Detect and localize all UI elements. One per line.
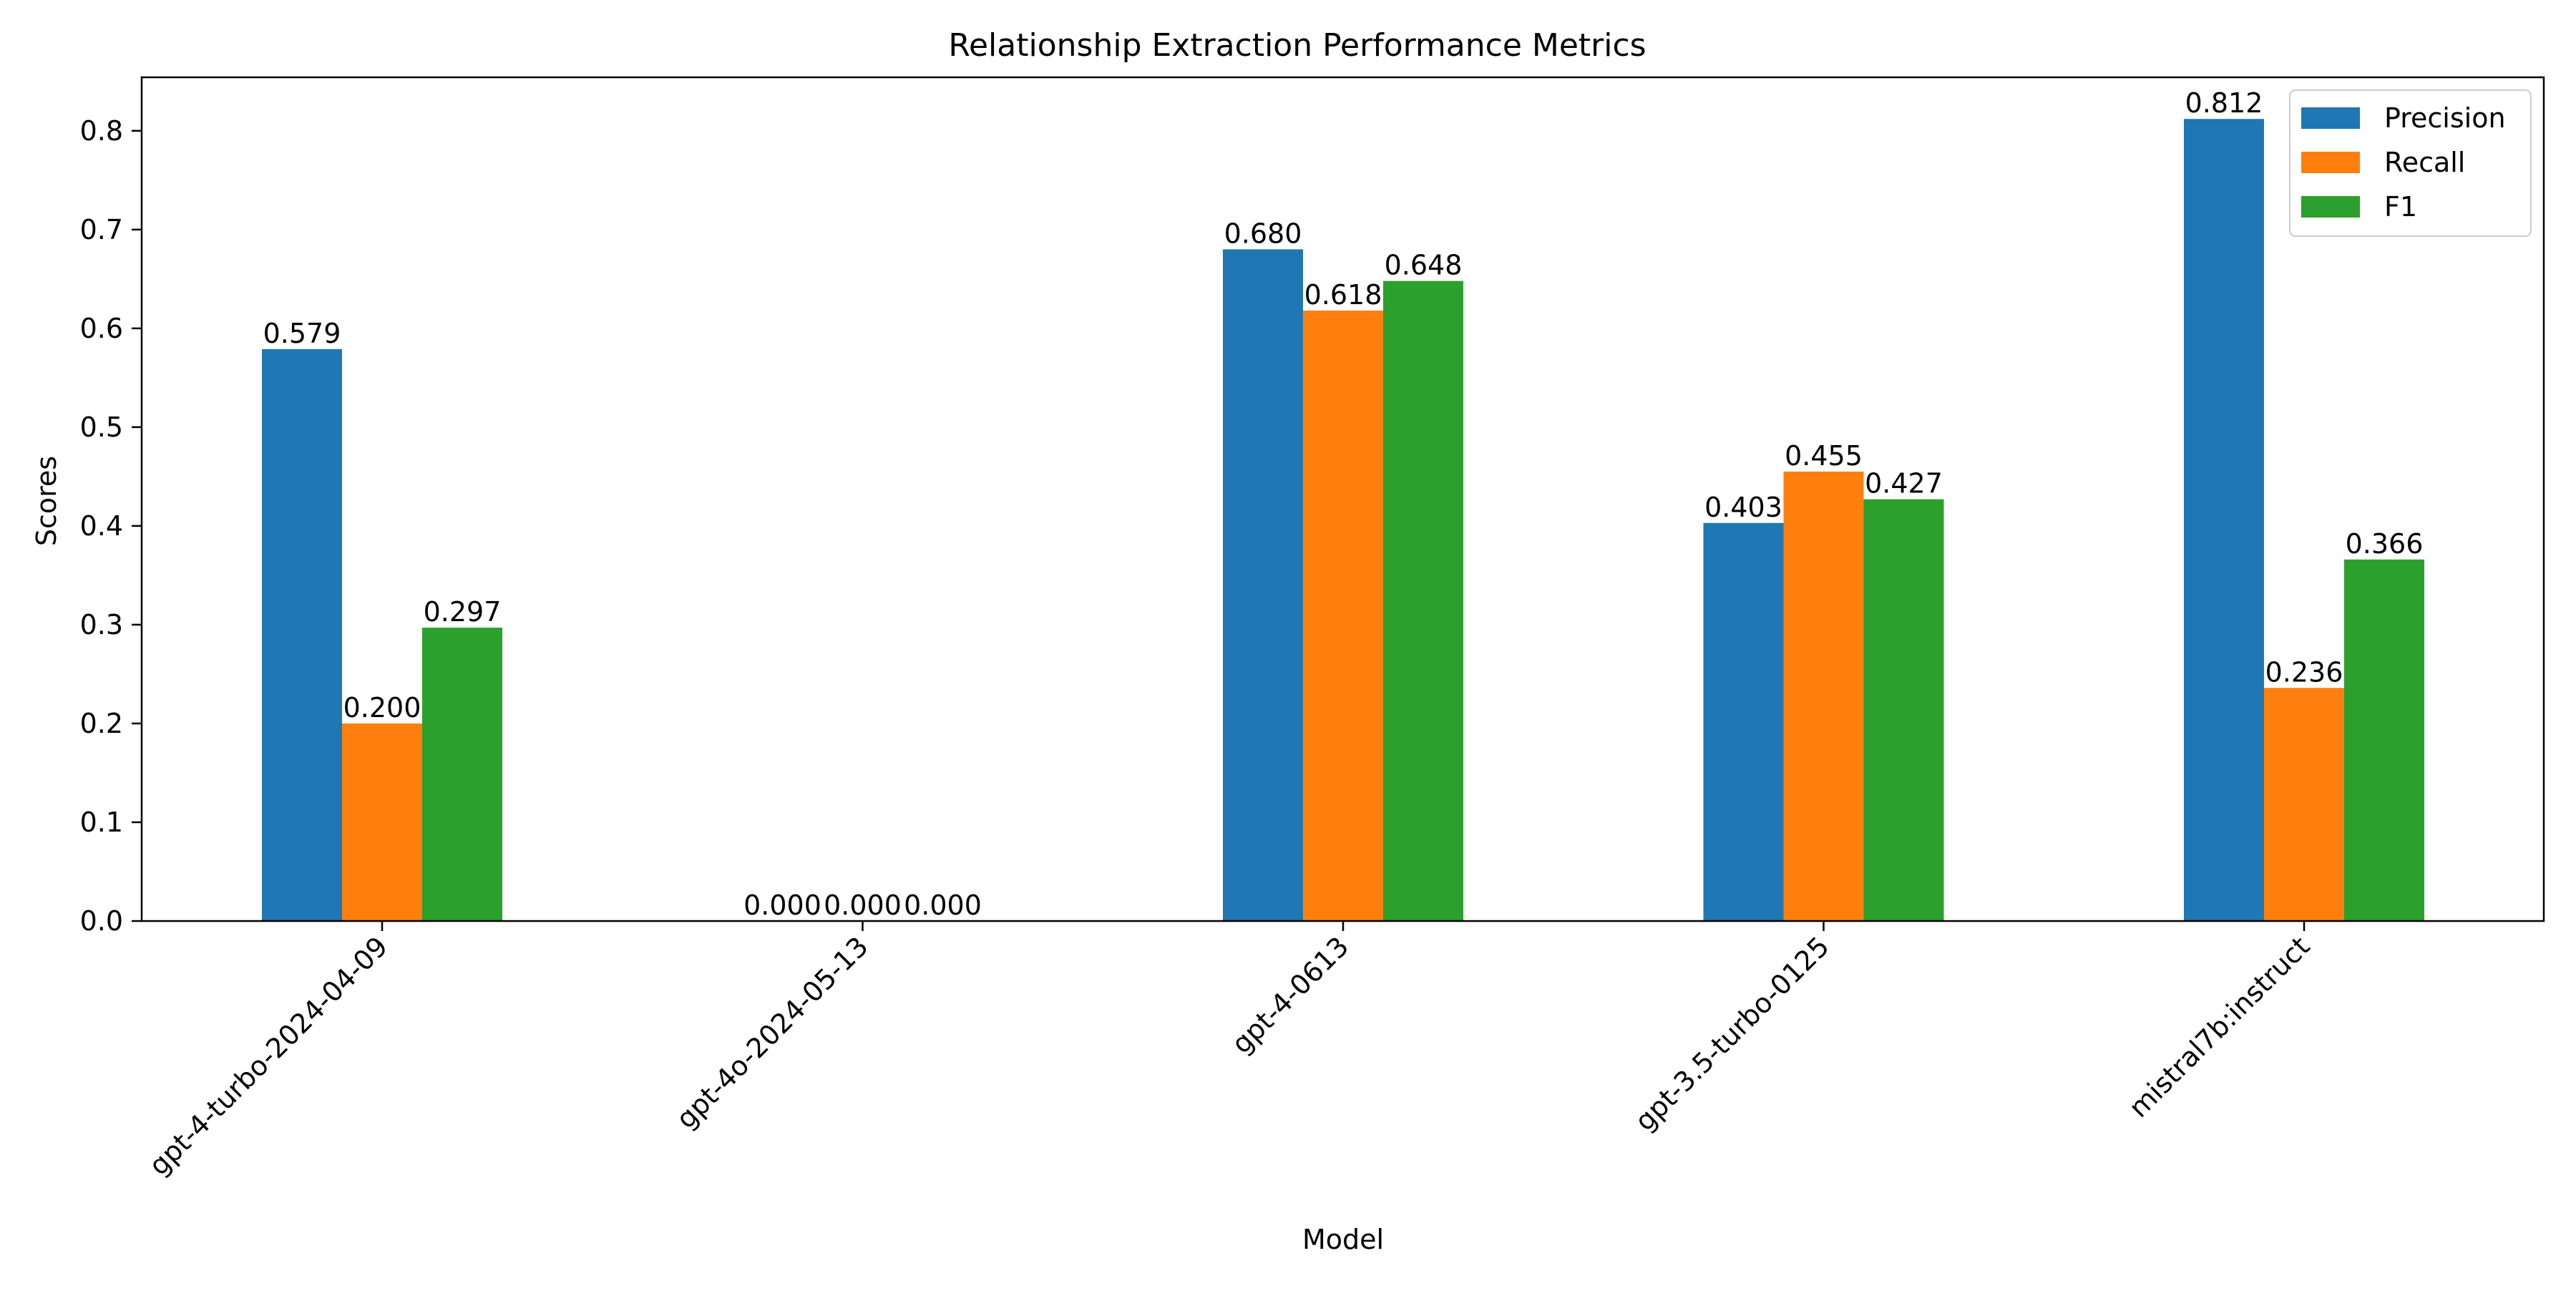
- bar-precision-0: [262, 349, 342, 922]
- legend: Precision Recall F1: [2289, 89, 2532, 237]
- data-label-precision-1: 0.000: [743, 890, 821, 921]
- data-label-recall-4: 0.236: [2265, 656, 2343, 688]
- data-label-f1-1: 0.000: [904, 890, 982, 921]
- legend-swatch-f1: [2301, 196, 2360, 218]
- data-label-precision-0: 0.579: [263, 318, 341, 349]
- data-label-f1-3: 0.427: [1865, 468, 1943, 500]
- chart-title: Relationship Extraction Performance Metr…: [948, 27, 1646, 64]
- data-label-f1-2: 0.648: [1385, 250, 1463, 281]
- plot-area-frame: [140, 76, 2545, 922]
- bar-recall-4: [2264, 688, 2344, 921]
- bar-f1-2: [1383, 281, 1463, 921]
- bar-recall-2: [1303, 311, 1383, 921]
- data-label-precision-2: 0.680: [1224, 218, 1302, 249]
- y-axis: 0.0 0.1 0.2 0.3 0.4 0.5 0.6 0.7 0.8: [80, 115, 142, 937]
- y-axis-label: Scores: [31, 456, 62, 546]
- bar-recall-0: [342, 723, 422, 921]
- y-tick-label: 0.8: [80, 115, 123, 147]
- bar-f1-0: [422, 628, 502, 921]
- bar-f1-3: [1863, 499, 1944, 921]
- y-tick-label: 0.4: [80, 510, 123, 542]
- bar-precision-3: [1703, 522, 1784, 921]
- y-tick-label: 0.7: [80, 214, 123, 245]
- bar-f1-4: [2344, 559, 2424, 921]
- y-tick-label: 0.5: [80, 411, 123, 443]
- legend-label-f1: F1: [2384, 191, 2417, 223]
- legend-swatch-recall: [2301, 152, 2360, 173]
- y-tick-label: 0.6: [80, 313, 123, 344]
- bar-recall-3: [1783, 471, 1864, 921]
- bars-group: [262, 119, 2424, 922]
- y-tick-label: 0.3: [80, 609, 123, 640]
- data-label-recall-2: 0.618: [1304, 279, 1382, 311]
- y-tick-label: 0.2: [80, 708, 123, 739]
- data-label-recall-3: 0.455: [1785, 440, 1863, 472]
- x-axis-label: Model: [1302, 1224, 1384, 1255]
- data-label-recall-1: 0.000: [824, 890, 902, 921]
- data-label-precision-3: 0.403: [1704, 492, 1782, 523]
- legend-label-recall: Recall: [2384, 147, 2465, 178]
- bar-precision-4: [2184, 119, 2264, 921]
- y-tick-label: 0.0: [80, 905, 123, 937]
- bar-precision-2: [1223, 249, 1303, 921]
- data-label-precision-4: 0.812: [2185, 87, 2263, 119]
- data-label-recall-0: 0.200: [343, 692, 421, 724]
- data-label-f1-0: 0.297: [424, 596, 502, 628]
- data-label-f1-4: 0.366: [2346, 528, 2424, 560]
- y-tick-label: 0.1: [80, 807, 123, 838]
- legend-swatch-precision: [2301, 107, 2360, 129]
- legend-label-precision: Precision: [2384, 102, 2506, 134]
